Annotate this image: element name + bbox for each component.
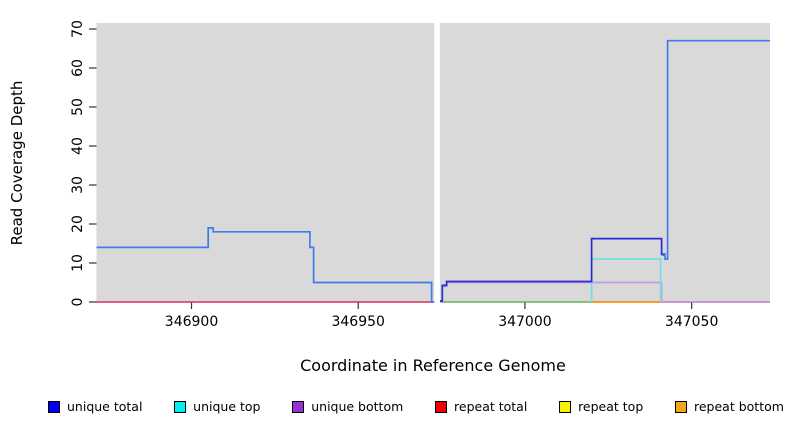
legend-item-unique-bottom: unique bottom: [292, 399, 403, 414]
legend-label: unique bottom: [311, 399, 404, 414]
legend-swatch-icon: [174, 400, 187, 413]
legend-item-unique-top: unique top: [174, 399, 260, 414]
x-tick-label: 347050: [664, 314, 719, 330]
legend-label: unique total: [67, 399, 143, 414]
legend-swatch-icon: [559, 400, 572, 413]
legend-swatch-icon: [48, 400, 60, 413]
y-tick-label: 30: [70, 176, 86, 194]
data-gap-band: [434, 22, 440, 304]
legend-item-repeat-total: repeat total: [435, 399, 527, 414]
series-unique-total: [439, 237, 666, 302]
y-tick-label: 10: [70, 254, 86, 272]
series-coverage-total-right-rise-: [661, 39, 770, 260]
legend-item-unique-total: unique total: [48, 399, 142, 414]
y-tick-label: 50: [70, 98, 86, 116]
y-tick-label: 40: [70, 137, 86, 155]
y-tick-label: 0: [70, 297, 86, 307]
legend-label: repeat top: [578, 399, 644, 414]
legend: unique total unique top unique bottom repea…: [48, 399, 784, 414]
series-coverage-total-left-of-gap-: [96, 227, 435, 303]
x-tick-label: 346900: [164, 314, 219, 330]
x-axis-title: Coordinate in Reference Genome: [300, 356, 566, 375]
legend-swatch-icon: [292, 400, 305, 413]
x-tick-label: 346950: [331, 314, 385, 330]
legend-item-repeat-bottom: repeat bottom: [675, 399, 784, 414]
legend-swatch-icon: [675, 400, 687, 413]
legend-label: repeat bottom: [694, 399, 784, 414]
x-tick-label: 347000: [498, 314, 552, 330]
legend-label: repeat total: [454, 399, 528, 414]
legend-swatch-icon: [435, 400, 448, 413]
y-axis-title: Read Coverage Depth: [8, 80, 26, 246]
y-tick-label: 20: [70, 215, 86, 233]
legend-label: unique top: [193, 399, 261, 414]
y-tick-label: 70: [70, 20, 86, 38]
plot-background: [96, 23, 770, 303]
legend-item-repeat-top: repeat top: [559, 399, 643, 414]
y-tick-label: 60: [70, 59, 86, 77]
